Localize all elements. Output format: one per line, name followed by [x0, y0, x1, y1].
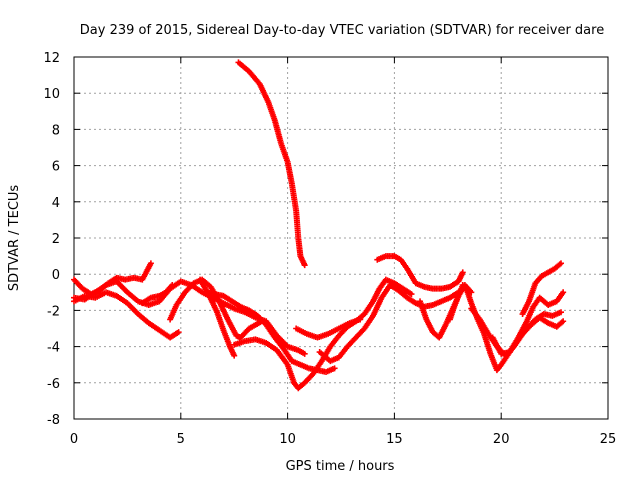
- data-point: [231, 352, 238, 359]
- series-arc-14: [446, 282, 565, 374]
- series-arc-16: [489, 289, 567, 357]
- data-point: [301, 262, 308, 269]
- x-tick-label: 15: [386, 432, 403, 447]
- data-point: [301, 350, 308, 357]
- y-tick-label: -2: [47, 304, 60, 319]
- y-tick-label: 8: [52, 123, 60, 138]
- y-tick-label: 0: [52, 268, 60, 283]
- y-tick-label: -4: [47, 341, 60, 356]
- series-arc-9: [203, 289, 338, 375]
- series-arc-12: [374, 253, 466, 292]
- data-point: [169, 282, 176, 289]
- data-point: [357, 316, 364, 323]
- data-point: [558, 309, 565, 316]
- grid: [74, 57, 608, 419]
- x-tick-label: 20: [493, 432, 510, 447]
- data-point: [147, 260, 154, 267]
- y-tick-label: -8: [47, 413, 60, 428]
- data-point: [459, 269, 466, 276]
- y-tick-label: 6: [52, 160, 60, 175]
- data-point: [408, 291, 415, 298]
- series-arc-5: [139, 282, 176, 307]
- y-axis-label: SDTVAR / TECUs: [7, 185, 22, 292]
- series-arc-7: [235, 59, 308, 269]
- series-arc-10: [293, 316, 364, 341]
- x-tick-label: 5: [177, 432, 185, 447]
- x-tick-label: 0: [70, 432, 78, 447]
- data-point: [558, 260, 565, 267]
- series-arc-11: [316, 282, 462, 365]
- y-tick-label: 10: [43, 87, 60, 102]
- series-arc-17: [519, 260, 565, 318]
- series-arc-1: [71, 260, 154, 298]
- y-tick-label: 2: [52, 232, 60, 247]
- x-tick-label: 25: [600, 432, 617, 447]
- y-tick-label: 4: [52, 196, 60, 211]
- series-arc-6: [197, 276, 238, 359]
- chart-title: Day 239 of 2015, Sidereal Day-to-day VTE…: [80, 23, 604, 38]
- data-point: [560, 318, 567, 325]
- x-tick-label: 10: [279, 432, 296, 447]
- data-series: [71, 59, 567, 392]
- data-point: [331, 365, 338, 372]
- data-point: [560, 289, 567, 296]
- data-point: [175, 329, 182, 336]
- y-tick-label: -6: [47, 377, 60, 392]
- axis-ticks: 0 5 10 15 20 25 -8 -6 -4 -2 0 2 4 6 8 10 12: [43, 51, 616, 447]
- y-tick-label: 12: [43, 51, 60, 66]
- x-axis-label: GPS time / hours: [286, 459, 395, 474]
